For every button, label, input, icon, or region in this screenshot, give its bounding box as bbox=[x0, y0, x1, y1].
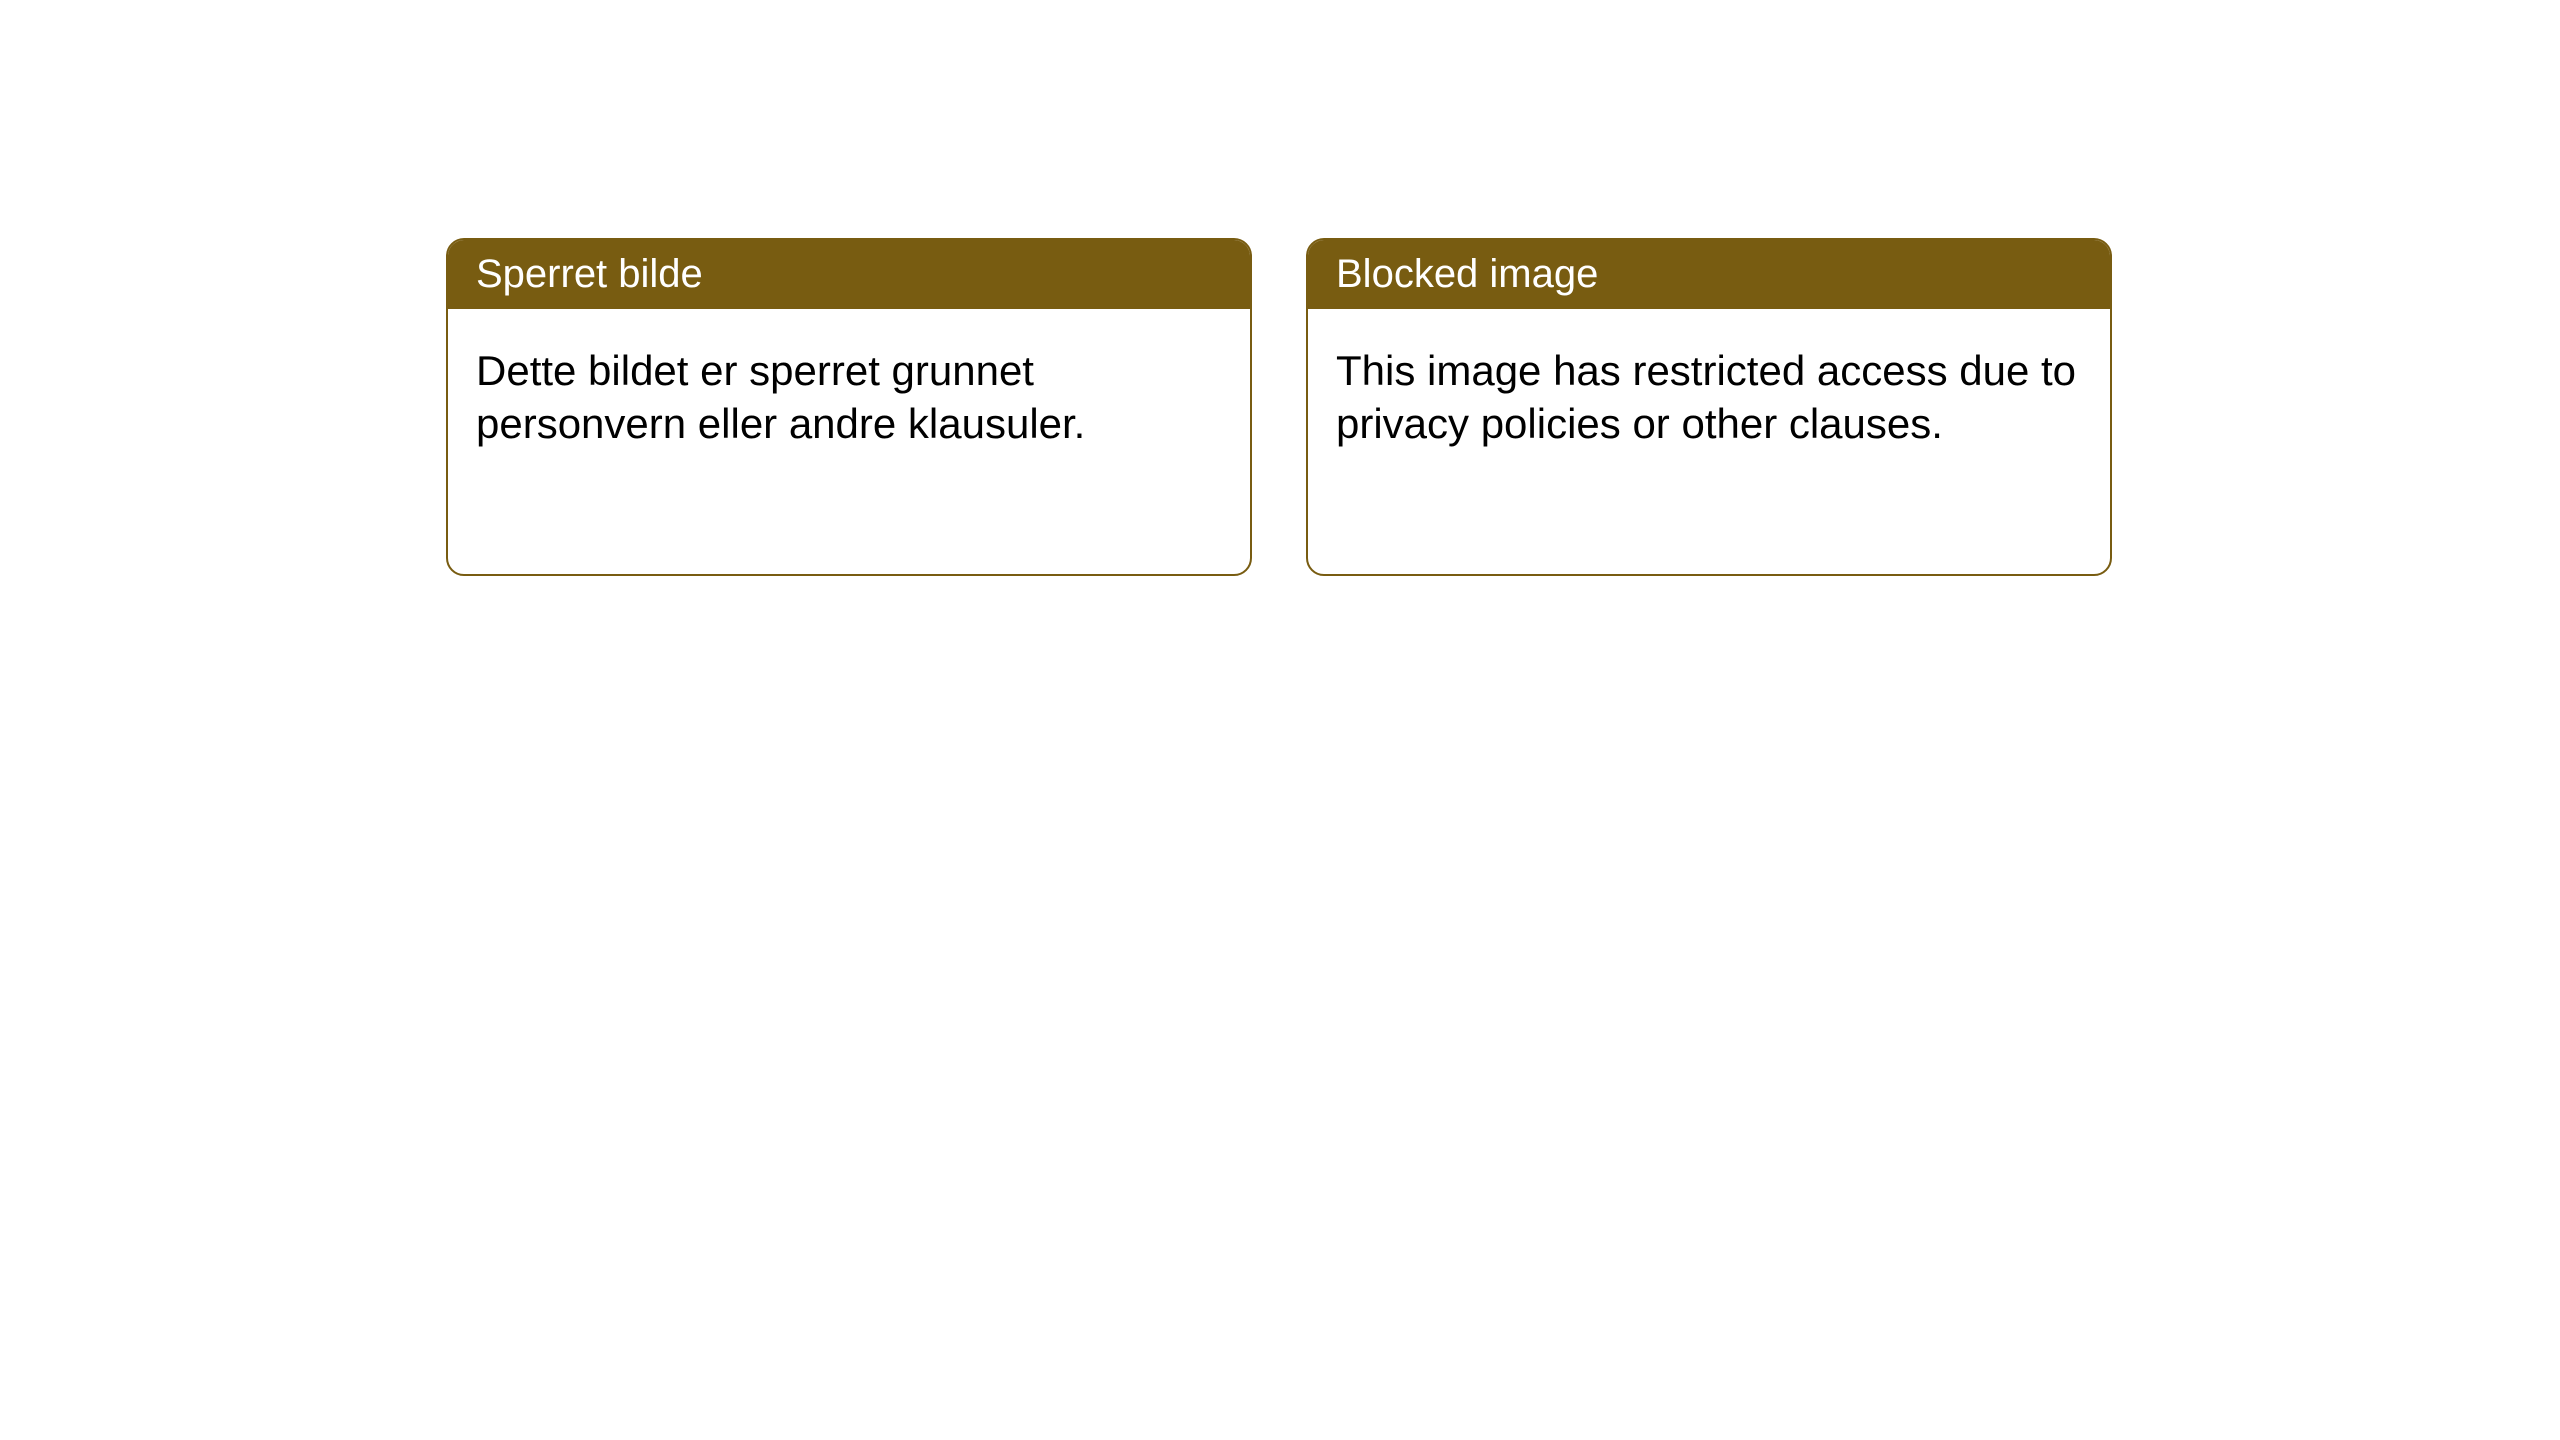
card-title: Blocked image bbox=[1336, 252, 1598, 296]
notice-cards-container: Sperret bilde Dette bildet er sperret gr… bbox=[0, 0, 2560, 576]
notice-card-norwegian: Sperret bilde Dette bildet er sperret gr… bbox=[446, 238, 1252, 576]
card-body-text: Dette bildet er sperret grunnet personve… bbox=[476, 347, 1085, 447]
card-header: Sperret bilde bbox=[448, 240, 1250, 309]
card-body: Dette bildet er sperret grunnet personve… bbox=[448, 309, 1250, 486]
card-title: Sperret bilde bbox=[476, 252, 703, 296]
notice-card-english: Blocked image This image has restricted … bbox=[1306, 238, 2112, 576]
card-header: Blocked image bbox=[1308, 240, 2110, 309]
card-body: This image has restricted access due to … bbox=[1308, 309, 2110, 486]
card-body-text: This image has restricted access due to … bbox=[1336, 347, 2076, 447]
